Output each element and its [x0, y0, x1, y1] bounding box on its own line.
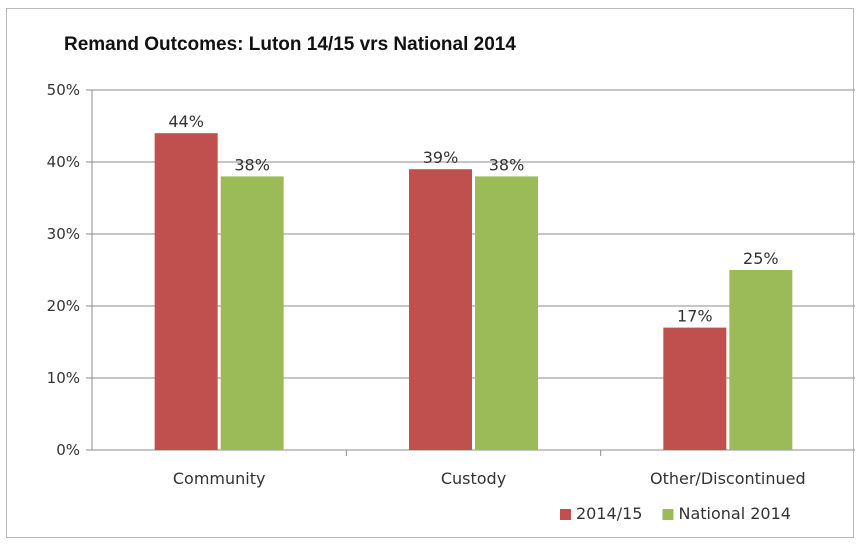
y-tick-label: 40% — [47, 153, 80, 171]
y-tick-label: 30% — [47, 225, 80, 243]
bar — [409, 169, 472, 450]
y-tick-label: 50% — [47, 81, 80, 99]
legend-swatch — [560, 509, 571, 520]
y-axis: 0% 10% 20% 30% 40% 50% — [47, 81, 93, 459]
bar — [663, 327, 727, 450]
legend-swatch — [662, 509, 674, 520]
legend-label: National 2014 — [678, 504, 790, 523]
data-label: 39% — [423, 148, 459, 167]
data-label: 44% — [168, 112, 204, 131]
data-label: 17% — [677, 307, 713, 326]
x-category-label: Other/Discontinued — [650, 469, 806, 488]
chart-title: Remand Outcomes: Luton 14/15 vrs Nationa… — [64, 34, 516, 55]
data-label: 25% — [743, 249, 779, 268]
y-tick-label: 10% — [47, 369, 80, 387]
data-label: 38% — [489, 155, 525, 174]
legend: 2014/15 National 2014 — [560, 504, 791, 523]
x-category-label: Community — [173, 469, 266, 488]
gridlines — [92, 89, 855, 379]
y-tick-label: 20% — [47, 297, 80, 315]
bar — [220, 176, 284, 450]
bar — [729, 270, 793, 450]
bar — [154, 133, 218, 450]
x-category-label: Custody — [441, 469, 506, 488]
y-tick-label: 0% — [56, 441, 80, 459]
bar — [475, 176, 538, 450]
bars: 44% 38% 39% 38% 17% 25% — [154, 112, 793, 450]
legend-label: 2014/15 — [576, 504, 642, 523]
data-label: 38% — [234, 155, 270, 174]
x-axis: Community Custody Other/Discontinued — [92, 449, 855, 488]
